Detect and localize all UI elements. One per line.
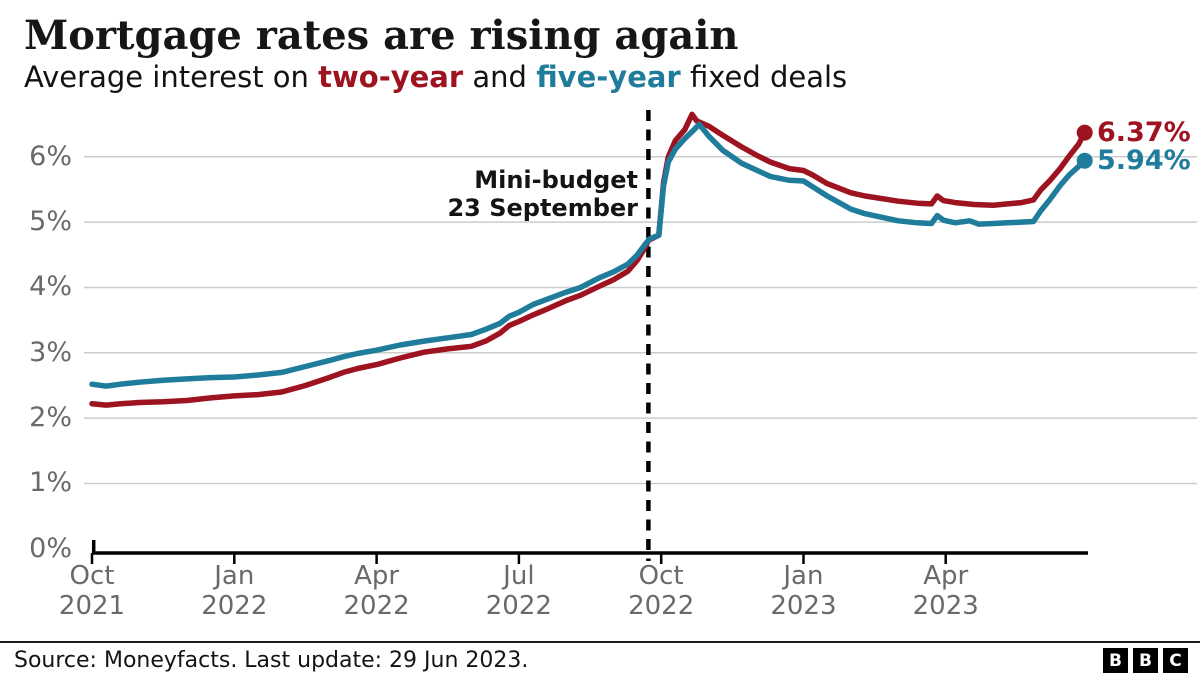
- x-label-year: 2023: [770, 591, 837, 621]
- x-axis-label-Oct-2022: Oct 2022: [609, 561, 713, 621]
- bbc-logo-block-c: C: [1163, 648, 1188, 673]
- chart-title: Mortgage rates are rising again: [24, 12, 739, 59]
- series-line-five-year: [89, 121, 1088, 389]
- x-axis-label-Jan-2022: Jan 2022: [182, 561, 286, 621]
- x-axis-label-Oct-2021: Oct 2021: [40, 561, 144, 621]
- x-label-year: 2022: [628, 591, 695, 621]
- bbc-logo-block-b1: B: [1103, 648, 1128, 673]
- x-label-month: Jan: [783, 561, 824, 591]
- source-caption: Source: Moneyfacts. Last update: 29 Jun …: [14, 648, 529, 673]
- mini-budget-annotation: Mini-budget 23 September: [447, 166, 638, 222]
- y-axis-label-6%: 6%: [29, 140, 72, 172]
- footer-divider: [0, 641, 1200, 643]
- y-axis-label-1%: 1%: [29, 467, 72, 499]
- chart-area: [84, 110, 1197, 564]
- annotation-line2: 23 September: [447, 194, 638, 222]
- x-label-month: Oct: [69, 561, 115, 591]
- end-label-two-year: 6.37%: [1097, 116, 1191, 148]
- y-axis-label-0%: 0%: [29, 532, 72, 564]
- y-axis-label-5%: 5%: [29, 206, 72, 238]
- x-axis-label-Apr-2022: Apr 2022: [325, 561, 429, 621]
- end-dot-five-year: [1076, 152, 1093, 169]
- annotation-line1: Mini-budget: [474, 166, 638, 194]
- subtitle-five-year: five-year: [536, 60, 681, 94]
- x-axis-label-Jan-2023: Jan 2023: [751, 561, 855, 621]
- end-dot-two-year: [1076, 124, 1093, 141]
- y-axis-label-4%: 4%: [29, 271, 72, 303]
- x-axis-label-Jul-2022: Jul 2022: [467, 561, 571, 621]
- bbc-logo-block-b2: B: [1133, 648, 1158, 673]
- x-label-month: Apr: [354, 561, 400, 591]
- x-label-month: Oct: [638, 561, 684, 591]
- x-label-month: Jul: [503, 561, 535, 591]
- x-label-year: 2022: [485, 591, 552, 621]
- x-label-month: Jan: [214, 561, 255, 591]
- x-label-month: Apr: [923, 561, 969, 591]
- subtitle-and: and: [463, 60, 537, 94]
- subtitle-prefix: Average interest on: [24, 60, 319, 94]
- series-line-two-year: [89, 111, 1088, 408]
- x-axis-label-Apr-2023: Apr 2023: [894, 561, 998, 621]
- x-label-year: 2022: [201, 591, 268, 621]
- subtitle-two-year: two-year: [318, 60, 464, 94]
- x-label-year: 2022: [343, 591, 410, 621]
- y-axis-label-2%: 2%: [29, 402, 72, 434]
- bbc-logo: B B C: [1103, 648, 1188, 673]
- chart-subtitle: Average interest on two-year and five-ye…: [24, 60, 847, 94]
- x-label-year: 2021: [58, 591, 126, 621]
- y-axis-label-3%: 3%: [29, 336, 72, 368]
- end-label-five-year: 5.94%: [1097, 144, 1191, 176]
- subtitle-suffix: fixed deals: [680, 60, 848, 94]
- x-label-year: 2023: [912, 591, 979, 621]
